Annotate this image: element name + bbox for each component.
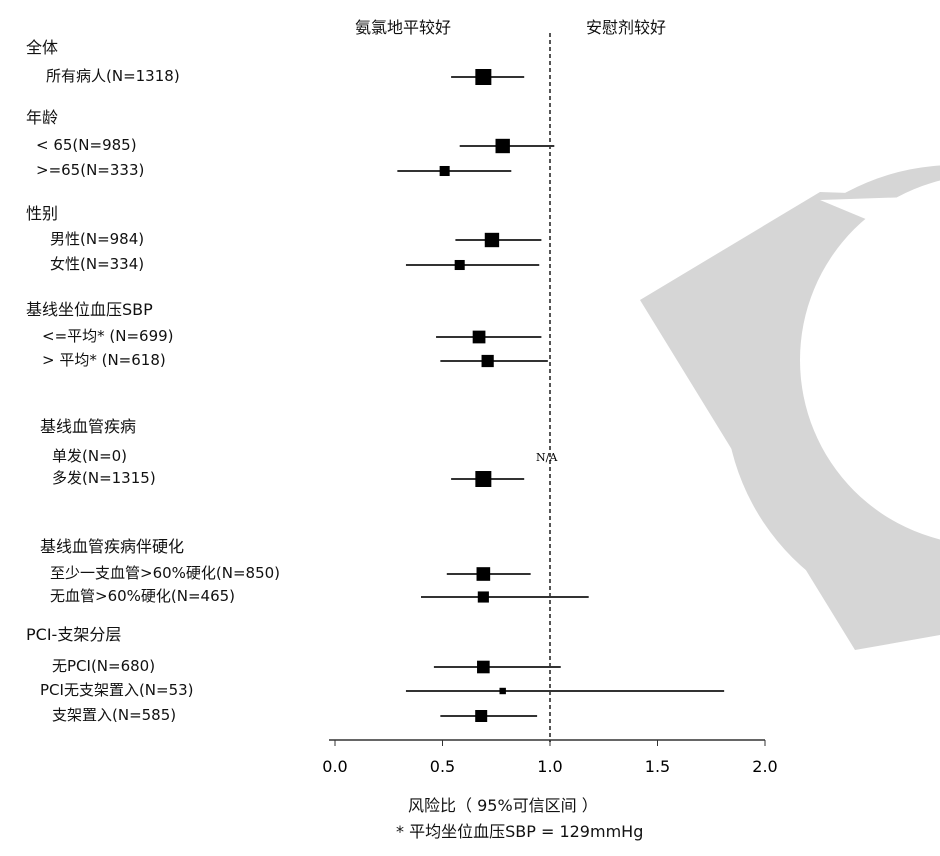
row-label: < 65(N=985) — [36, 136, 137, 154]
hazard-ratio-point — [477, 591, 489, 603]
x-tick-label: 1.5 — [645, 757, 670, 776]
group-title: PCI-支架分层 — [26, 625, 122, 644]
x-axis-label: 风险比（ 95%可信区间 ） — [408, 796, 598, 815]
row-label: <=平均* (N=699) — [42, 327, 174, 345]
row-label: 多发(N=1315) — [52, 469, 156, 487]
row-label: 至少一支血管>60%硬化(N=850) — [50, 564, 281, 582]
hazard-ratio-point — [477, 660, 490, 674]
x-tick-label: 2.0 — [752, 757, 777, 776]
x-tick-label: 0.5 — [430, 757, 455, 776]
na-label: N/A — [536, 451, 558, 464]
hazard-ratio-point — [484, 232, 500, 248]
header-left: 氨氯地平较好 — [355, 18, 452, 37]
row-label: 女性(N=334) — [50, 255, 145, 273]
group-title: 全体 — [26, 38, 59, 57]
hazard-ratio-point — [475, 69, 492, 85]
x-tick-label: 1.0 — [537, 757, 562, 776]
row-label: >=65(N=333) — [36, 161, 145, 179]
hazard-ratio-point — [475, 710, 488, 722]
group-title: 基线血管疾病 — [40, 417, 137, 436]
hazard-ratio-point — [454, 259, 465, 271]
hazard-ratio-point — [481, 354, 494, 368]
row-label: 无PCI(N=680) — [52, 657, 156, 675]
hazard-ratio-point — [475, 471, 492, 487]
row-label: 支架置入(N=585) — [52, 706, 177, 724]
header-right: 安慰剂较好 — [586, 18, 667, 37]
row-label: PCI无支架置入(N=53) — [40, 681, 194, 699]
group-title: 年龄 — [26, 108, 59, 127]
hazard-ratio-point — [472, 330, 486, 344]
footnote: * 平均坐位血压SBP = 129mmHg — [396, 822, 644, 841]
hazard-ratio-point — [439, 165, 450, 177]
hazard-ratio-point — [476, 567, 491, 581]
x-tick-label: 0.0 — [322, 757, 347, 776]
row-label: 单发(N=0) — [52, 447, 128, 465]
row-label: 男性(N=984) — [50, 230, 145, 248]
row-label: > 平均* (N=618) — [42, 351, 166, 369]
row-label: 无血管>60%硬化(N=465) — [50, 587, 236, 605]
group-title: 基线血管疾病伴硬化 — [40, 537, 185, 556]
group-title: 性别 — [26, 204, 59, 223]
hazard-ratio-point — [495, 138, 510, 154]
hazard-ratio-point — [499, 687, 506, 695]
group-title: 基线坐位血压SBP — [26, 300, 153, 319]
row-label: 所有病人(N=1318) — [46, 67, 180, 85]
